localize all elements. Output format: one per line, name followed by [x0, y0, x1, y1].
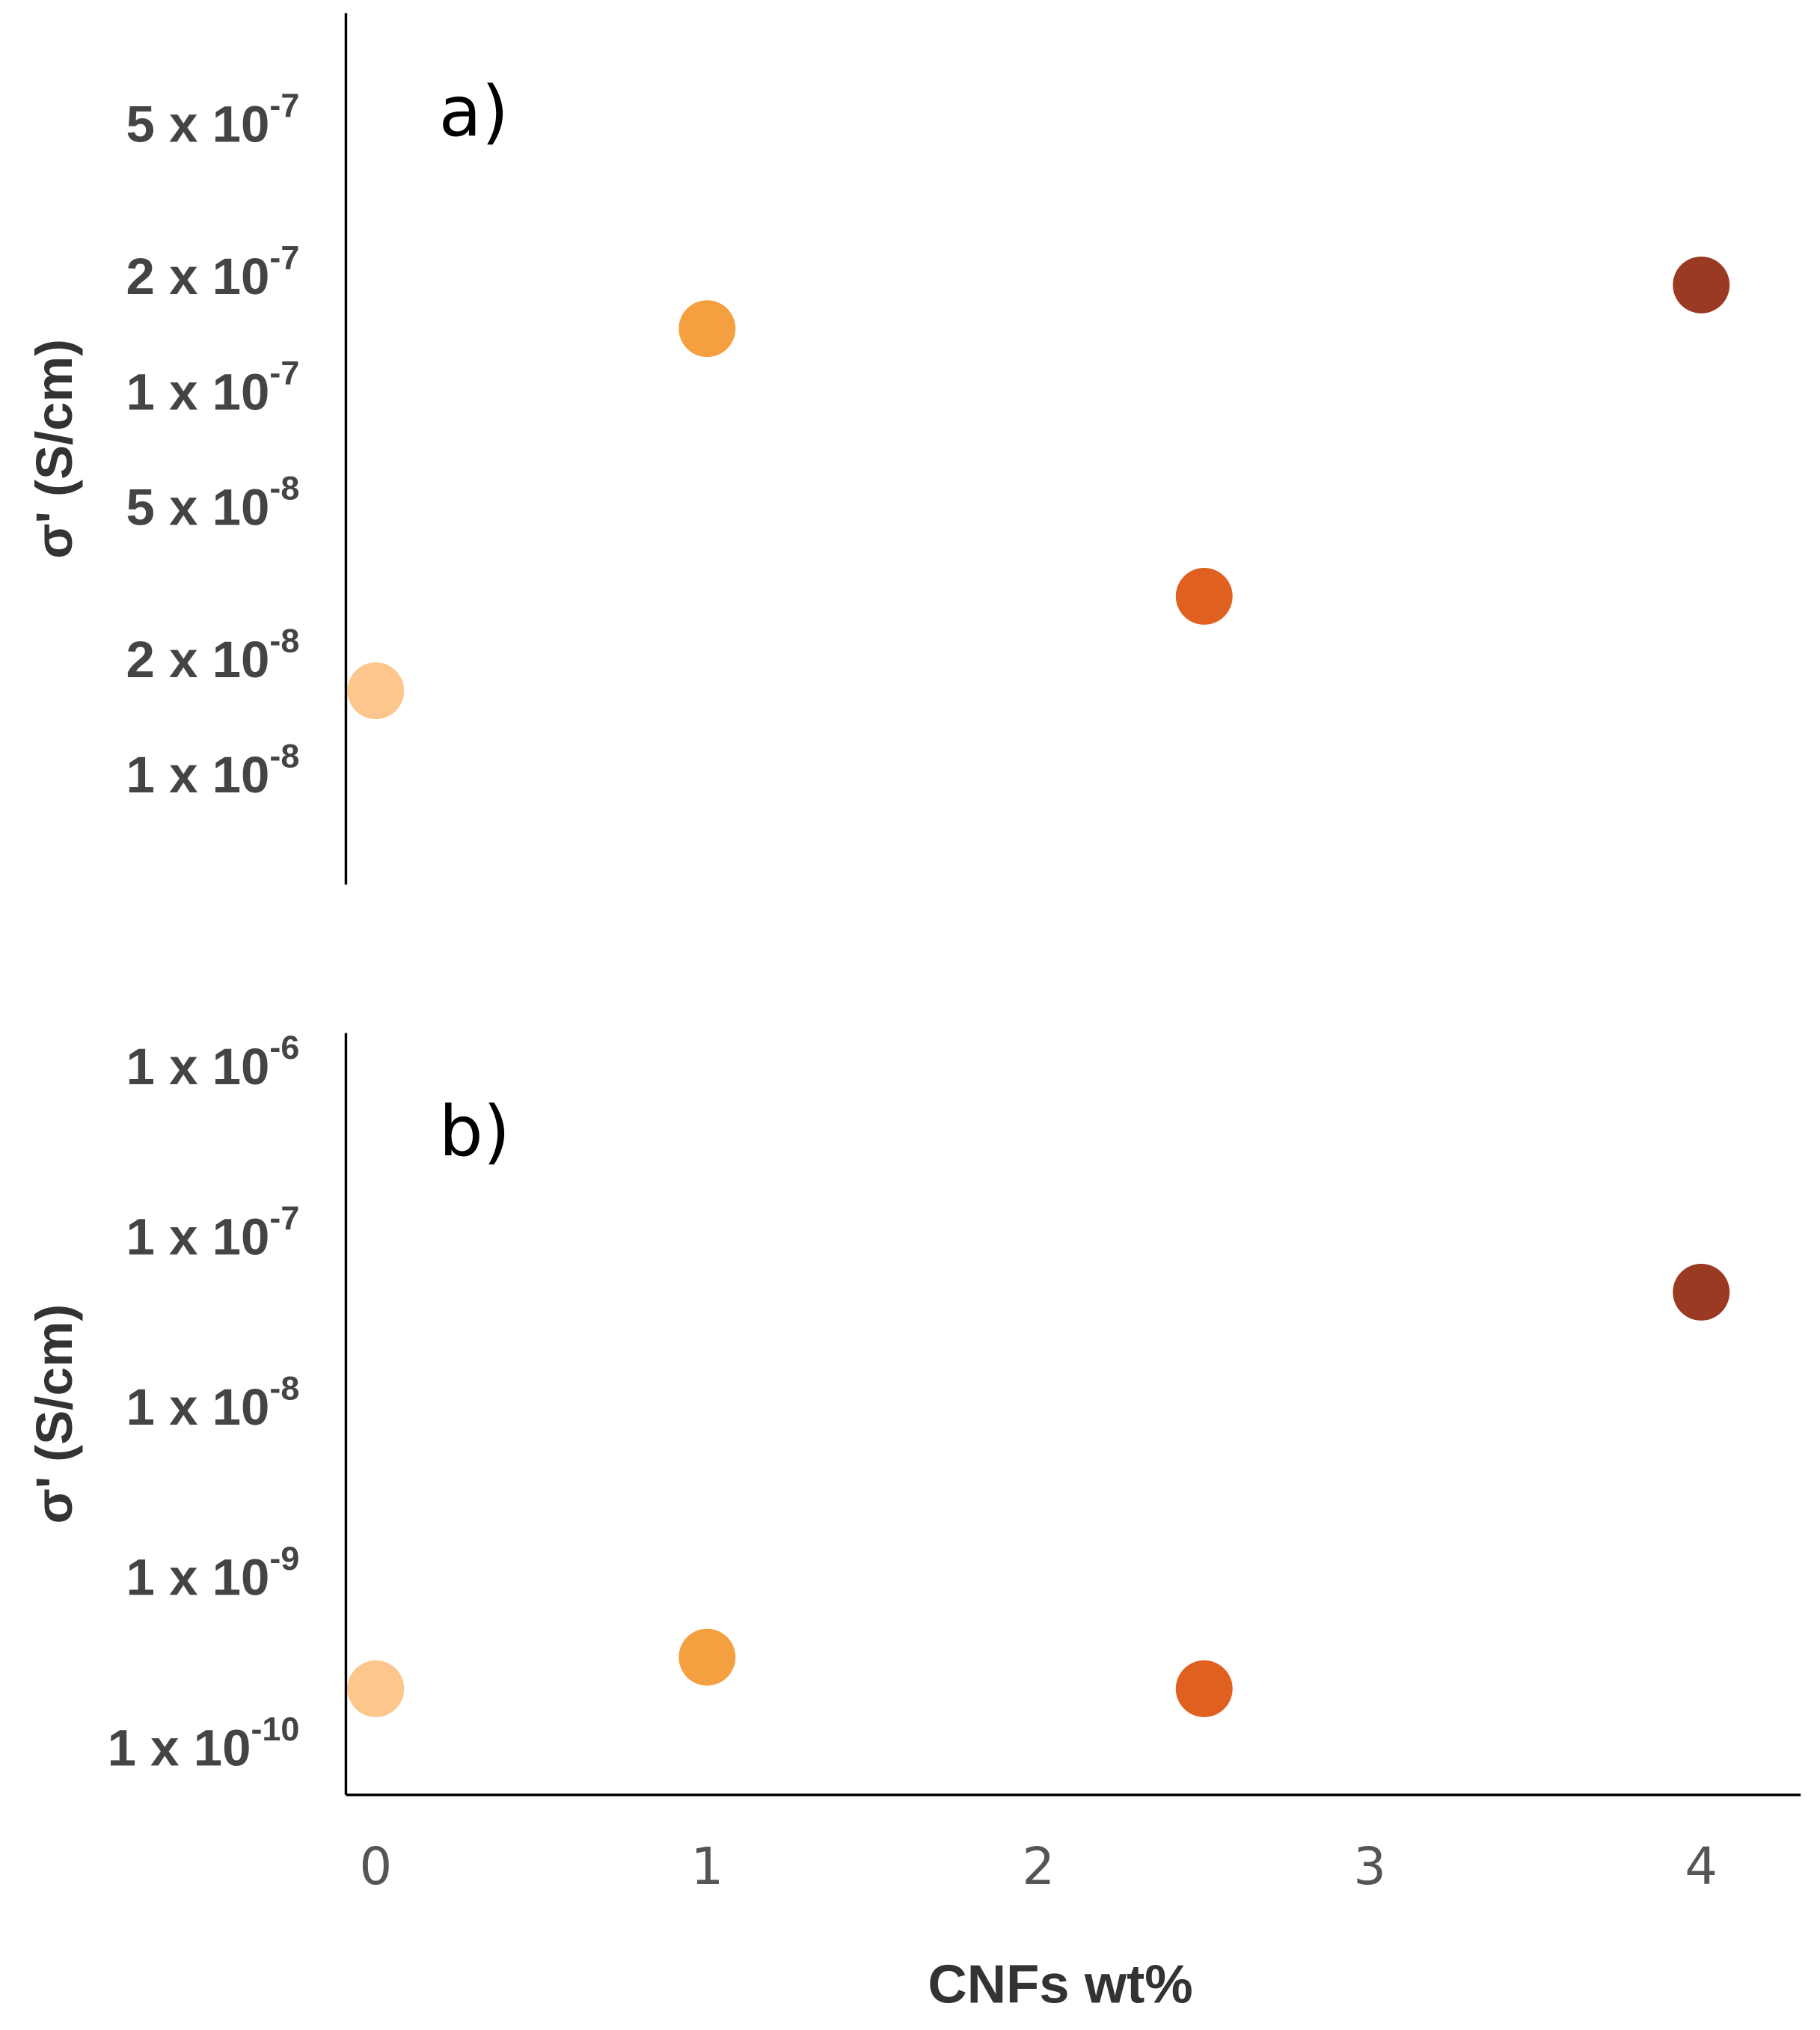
y-tick-label: 2 x 10-8: [126, 621, 300, 688]
point: [1673, 256, 1730, 314]
panel-label: a): [439, 71, 509, 152]
y-tick-label: 1 x 10-7: [126, 1199, 300, 1266]
y-tick-label: 1 x 10-8: [126, 736, 300, 804]
x-tick-label: 1: [690, 1837, 723, 1897]
point: [347, 1660, 405, 1717]
y-tick-exponent: -7: [269, 1199, 299, 1237]
point: [1175, 1660, 1233, 1717]
y-tick-label: 1 x 10-6: [126, 1028, 300, 1095]
x-tick-label: 4: [1685, 1837, 1718, 1897]
y-tick-base: 5 x 10: [126, 479, 270, 536]
y-tick-exponent: -7: [269, 354, 299, 392]
y-tick-base: 1 x 10: [126, 746, 270, 804]
y-tick-base: 1 x 10: [108, 1719, 251, 1777]
point: [1175, 567, 1233, 625]
point: [678, 300, 736, 358]
x-tick-label: 2: [1022, 1837, 1055, 1897]
x-tick-label: 0: [359, 1837, 392, 1897]
y-tick-label: 5 x 10-8: [126, 469, 300, 536]
y-tick-exponent: -9: [269, 1539, 299, 1577]
y-tick-base: 2 x 10: [126, 248, 270, 305]
y-tick-exponent: -8: [269, 1369, 299, 1407]
y-tick-exponent: -7: [269, 238, 299, 276]
point: [347, 662, 405, 720]
y-tick-exponent: -8: [269, 621, 299, 659]
y-tick-base: 2 x 10: [126, 631, 270, 688]
y-tick-base: 1 x 10: [126, 364, 270, 421]
y-tick-label: 1 x 10-8: [126, 1369, 300, 1436]
y-tick-label: 1 x 10-7: [126, 354, 300, 421]
y-tick-exponent: -8: [269, 469, 299, 507]
y-axis-label: σ' (S/cm): [25, 1304, 83, 1524]
point: [678, 1628, 736, 1686]
panel-label: b): [439, 1091, 510, 1172]
y-tick-base: 1 x 10: [126, 1208, 270, 1266]
y-tick-label: 2 x 10-7: [126, 238, 300, 305]
y-tick-exponent: -8: [269, 736, 299, 774]
y-tick-label: 1 x 10-10: [108, 1710, 300, 1777]
x-axis-label: CNFs wt%: [928, 1954, 1192, 2015]
y-tick-exponent: -10: [251, 1710, 299, 1748]
y-tick-base: 1 x 10: [126, 1549, 270, 1606]
y-tick-label: 1 x 10-9: [126, 1539, 300, 1606]
x-tick-label: 3: [1353, 1837, 1386, 1897]
point: [1673, 1263, 1730, 1321]
y-tick-base: 1 x 10: [126, 1038, 270, 1095]
y-tick-exponent: -6: [269, 1028, 299, 1066]
y-axis-label: σ' (S/cm): [25, 339, 83, 559]
y-tick-label: 5 x 10-7: [126, 86, 300, 153]
y-tick-base: 1 x 10: [126, 1378, 270, 1436]
y-tick-exponent: -7: [269, 86, 299, 124]
y-tick-base: 5 x 10: [126, 96, 270, 153]
